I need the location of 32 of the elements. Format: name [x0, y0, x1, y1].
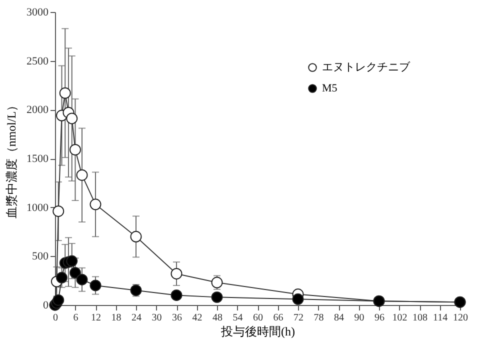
x-tick-label: 18 [111, 312, 122, 324]
x-tick-label: 6 [73, 312, 78, 324]
x-tick-label: 120 [453, 312, 468, 324]
x-tick-label: 30 [152, 312, 162, 324]
x-tick-label: 12 [91, 312, 101, 324]
x-tick-label: 36 [172, 312, 182, 324]
x-tick-label: 96 [374, 312, 384, 324]
x-tick-label: 90 [354, 312, 364, 324]
x-tick-label: 0 [53, 312, 58, 324]
y-axis-title: 血漿中濃度（nmol/L） [4, 99, 18, 219]
y-tick-label: 2000 [26, 104, 49, 116]
x-tick-label: 54 [232, 312, 243, 324]
x-tick-label: 108 [412, 312, 428, 324]
x-axis-title: 投与後時間(h) [220, 324, 295, 338]
legend-label: M5 [322, 82, 338, 94]
x-tick-label: 24 [132, 312, 142, 324]
y-tick-label: 2500 [26, 55, 49, 68]
x-tick-label: 102 [392, 312, 408, 324]
legend-label: エヌトレクチニブ [322, 60, 411, 74]
y-tick-label: 3000 [26, 6, 49, 18]
x-tick-label: 72 [294, 312, 304, 324]
y-tick-label: 500 [32, 250, 49, 263]
x-tick-label: 66 [273, 312, 284, 324]
x-tick-label: 48 [212, 312, 222, 324]
x-tick-label: 42 [192, 312, 202, 324]
x-tick-label: 60 [253, 312, 263, 324]
x-tick-label: 114 [432, 312, 448, 324]
y-tick-label: 0 [43, 300, 49, 312]
y-tick-label: 1000 [26, 202, 49, 214]
y-tick-label: 1500 [26, 153, 49, 165]
x-tick-label: 84 [334, 312, 344, 324]
x-tick-label: 78 [314, 312, 324, 324]
